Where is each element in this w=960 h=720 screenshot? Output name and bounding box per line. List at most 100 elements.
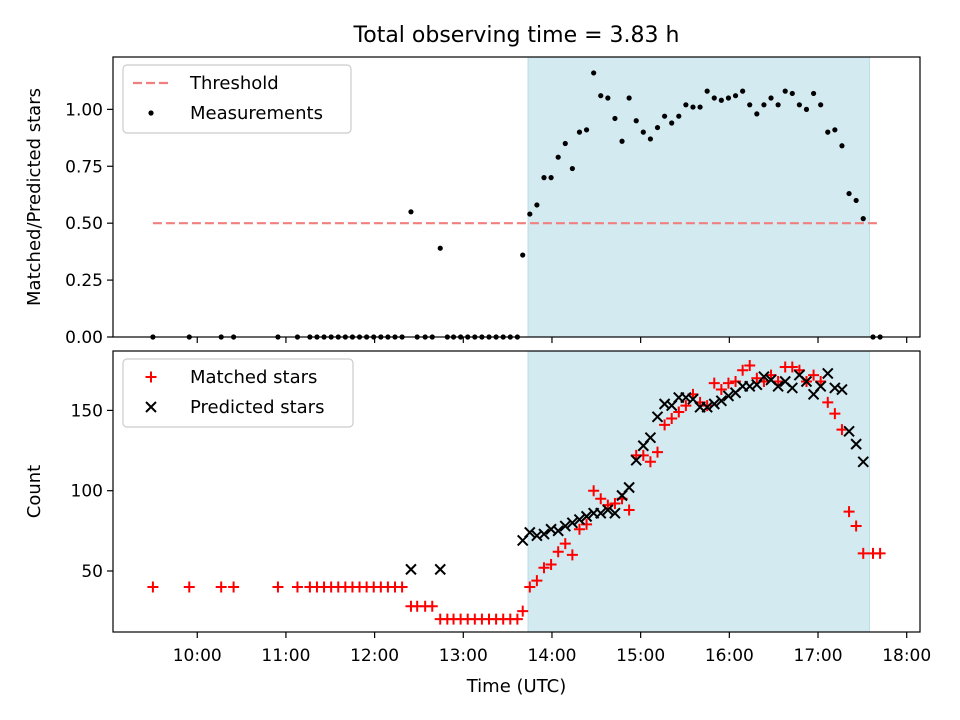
matched-star-point bbox=[559, 538, 571, 550]
measurement-point bbox=[534, 202, 540, 208]
x-tick-label: 10:00 bbox=[173, 646, 222, 666]
ratio-y-tick-label: 0.75 bbox=[65, 157, 103, 177]
matched-star-point bbox=[644, 456, 656, 468]
ratio-legend: Threshold Measurements bbox=[122, 64, 352, 134]
matched-star-point bbox=[829, 408, 841, 420]
matched-star-point bbox=[531, 575, 543, 587]
x-tick-label: 18:00 bbox=[882, 646, 931, 666]
ratio-y-tick-label: 0.50 bbox=[65, 214, 103, 234]
legend-measurement-swatch bbox=[148, 110, 154, 116]
matched-star-point bbox=[874, 547, 886, 559]
count-y-tick-label: 100 bbox=[71, 482, 103, 502]
measurement-point bbox=[619, 138, 625, 144]
predicted-star-point bbox=[836, 383, 848, 396]
matched-star-point bbox=[751, 372, 763, 384]
measurement-point bbox=[626, 95, 632, 101]
predicted-star-point bbox=[857, 456, 869, 468]
matched-star-point bbox=[511, 613, 523, 625]
legend-label: Matched stars bbox=[190, 367, 317, 388]
measurement-point bbox=[810, 90, 817, 97]
measurement-point bbox=[690, 104, 696, 110]
measurement-point bbox=[853, 197, 859, 204]
matched-star-point bbox=[843, 506, 855, 518]
x-tick-label: 14:00 bbox=[527, 646, 576, 666]
measurement-point bbox=[747, 102, 753, 108]
measurement-point bbox=[718, 97, 724, 103]
predicted-star-point bbox=[843, 425, 855, 437]
matched-star-point bbox=[701, 400, 713, 412]
matched-star-point bbox=[666, 412, 678, 424]
measurement-point bbox=[818, 102, 824, 108]
count-legend: Matched stars Predicted stars bbox=[122, 358, 354, 428]
measurement-point bbox=[676, 113, 682, 119]
measurement-point bbox=[669, 120, 675, 126]
measurement-point bbox=[761, 102, 767, 108]
ratio-observing-window bbox=[527, 56, 870, 338]
matched-star-point bbox=[228, 581, 240, 593]
predicted-star-point bbox=[850, 438, 862, 450]
measurement-point bbox=[437, 245, 443, 251]
matched-star-point bbox=[147, 581, 159, 593]
measurement-point bbox=[555, 154, 561, 160]
measurement-point bbox=[782, 88, 788, 94]
predicted-star-point bbox=[538, 528, 550, 540]
predicted-star-point bbox=[434, 563, 446, 576]
measurement-point bbox=[732, 93, 739, 99]
matched-star-point bbox=[609, 498, 621, 510]
predicted-star-point bbox=[552, 525, 564, 537]
measurement-point bbox=[725, 95, 732, 101]
matched-star-point bbox=[659, 419, 671, 431]
measurement-point bbox=[520, 252, 526, 258]
ratio-series-measurements bbox=[150, 70, 883, 340]
predicted-star-point bbox=[644, 432, 657, 444]
measurement-point bbox=[408, 209, 414, 215]
legend-label: Measurements bbox=[190, 103, 323, 124]
measurement-point bbox=[860, 216, 866, 222]
matched-star-point bbox=[808, 369, 820, 381]
measurement-point bbox=[640, 129, 646, 135]
measurement-point bbox=[562, 140, 568, 147]
predicted-star-point bbox=[524, 526, 536, 539]
ratio-y-tick-label: 0.00 bbox=[65, 328, 103, 348]
count-series-matched-stars bbox=[147, 359, 886, 625]
matched-star-point bbox=[857, 547, 869, 559]
predicted-star-point bbox=[559, 520, 571, 532]
measurement-point bbox=[846, 190, 852, 197]
matched-star-point bbox=[524, 581, 536, 593]
matched-star-point bbox=[673, 406, 685, 418]
figure-title: Total observing time = 3.83 h bbox=[353, 23, 680, 48]
legend-label: Predicted stars bbox=[190, 397, 324, 418]
matched-star-point bbox=[396, 581, 408, 593]
measurement-point bbox=[605, 95, 611, 101]
matched-star-point bbox=[291, 581, 303, 593]
count-legend-box bbox=[122, 358, 354, 428]
matched-star-point bbox=[545, 559, 557, 571]
count-observing-window bbox=[527, 350, 870, 633]
predicted-star-point bbox=[580, 510, 593, 523]
measurement-point bbox=[754, 111, 760, 117]
matched-star-point bbox=[426, 600, 438, 612]
measurement-point bbox=[789, 90, 795, 97]
predicted-star-point bbox=[595, 507, 607, 519]
measurement-point bbox=[633, 118, 639, 124]
x-tick-label: 15:00 bbox=[616, 646, 665, 666]
x-axis-label: Time (UTC) bbox=[466, 676, 567, 697]
predicted-star-point bbox=[800, 375, 813, 388]
matched-star-point bbox=[588, 485, 600, 497]
matched-star-point bbox=[215, 581, 227, 593]
matched-star-point bbox=[517, 605, 529, 617]
matched-star-point bbox=[722, 377, 734, 389]
predicted-star-point bbox=[623, 481, 635, 494]
matched-star-point bbox=[822, 396, 834, 408]
measurement-point bbox=[548, 175, 554, 181]
x-tick-label: 11:00 bbox=[261, 646, 310, 666]
measurement-point bbox=[591, 70, 597, 76]
count-y-tick-label: 150 bbox=[71, 401, 103, 421]
measurement-point bbox=[740, 88, 746, 94]
measurement-point bbox=[598, 93, 604, 99]
predicted-star-point bbox=[651, 411, 664, 423]
measurement-point bbox=[654, 124, 661, 131]
predicted-star-point bbox=[772, 380, 784, 393]
measurement-point bbox=[796, 102, 802, 108]
